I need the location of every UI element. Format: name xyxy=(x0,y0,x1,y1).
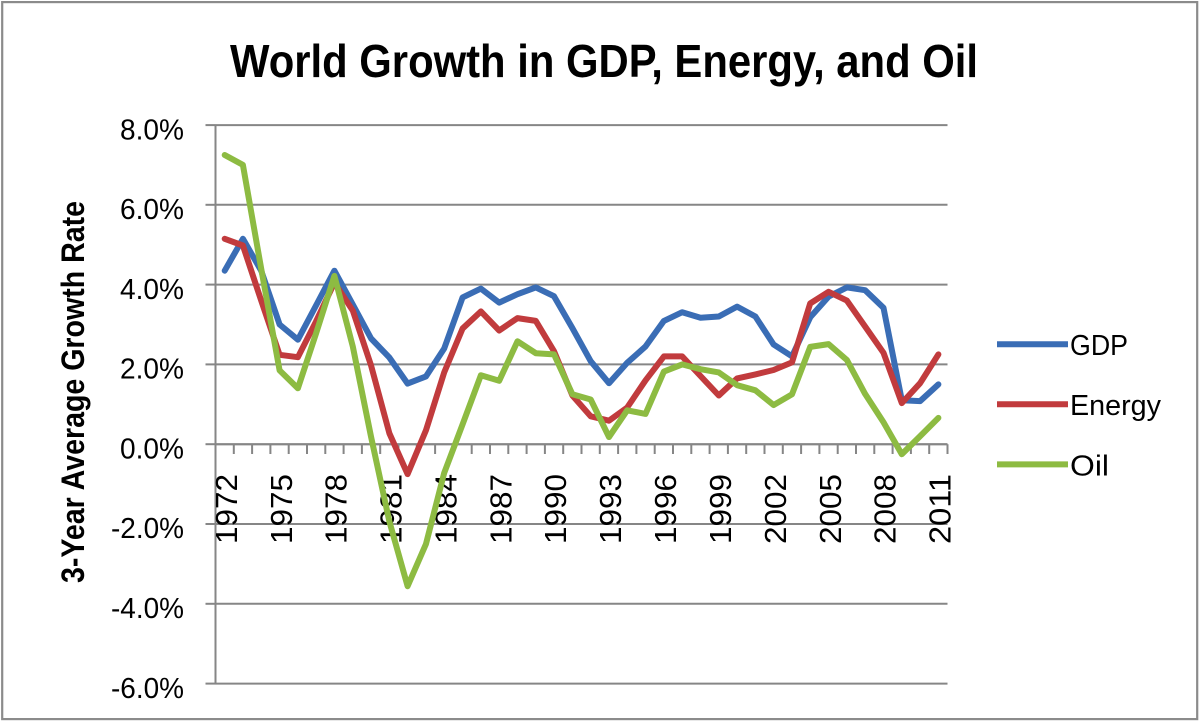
svg-text:2005: 2005 xyxy=(814,474,848,544)
svg-text:Oil: Oil xyxy=(1070,450,1109,482)
svg-text:1972: 1972 xyxy=(210,474,244,544)
svg-text:1993: 1993 xyxy=(594,474,628,544)
svg-text:-4.0%: -4.0% xyxy=(111,593,184,625)
svg-text:6.0%: 6.0% xyxy=(120,194,184,226)
svg-text:World Growth in GDP, Energy, a: World Growth in GDP, Energy, and Oil xyxy=(230,35,978,87)
svg-text:-2.0%: -2.0% xyxy=(111,513,184,545)
svg-text:8.0%: 8.0% xyxy=(120,114,184,146)
svg-text:1996: 1996 xyxy=(649,474,683,544)
svg-text:GDP: GDP xyxy=(1070,330,1128,362)
svg-text:Energy: Energy xyxy=(1070,390,1161,422)
svg-text:2002: 2002 xyxy=(759,474,793,544)
svg-text:4.0%: 4.0% xyxy=(120,274,184,306)
svg-text:1978: 1978 xyxy=(320,474,354,544)
svg-text:2.0%: 2.0% xyxy=(120,354,184,386)
svg-text:1975: 1975 xyxy=(265,474,299,544)
svg-text:1999: 1999 xyxy=(704,474,738,544)
svg-text:-6.0%: -6.0% xyxy=(111,673,184,705)
svg-text:0.0%: 0.0% xyxy=(120,433,184,465)
svg-text:2011: 2011 xyxy=(924,474,958,544)
svg-text:3-Year Average Growth Rate: 3-Year Average Growth Rate xyxy=(55,201,91,583)
svg-text:2008: 2008 xyxy=(869,474,903,544)
svg-text:1987: 1987 xyxy=(484,474,518,544)
svg-text:1990: 1990 xyxy=(539,474,573,544)
